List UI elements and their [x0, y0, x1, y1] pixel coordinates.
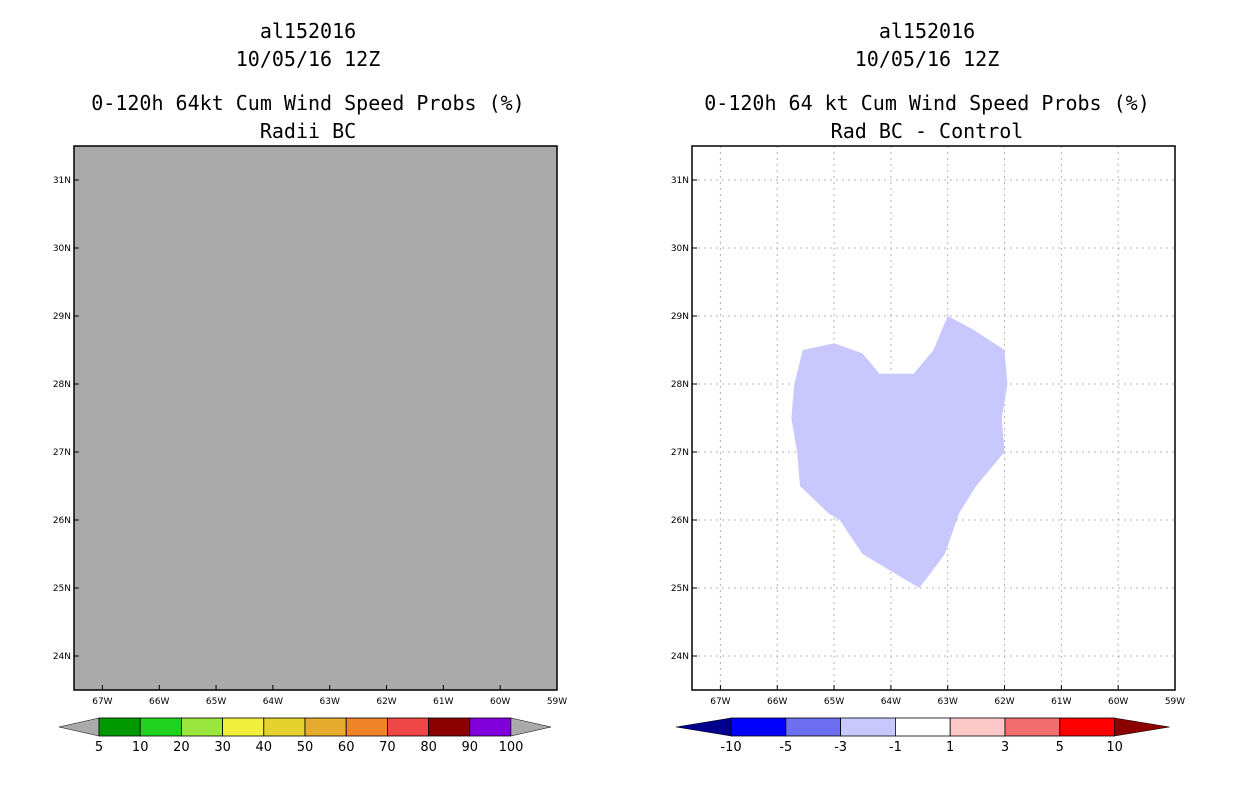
- right-xtick-label-0: 67W: [710, 697, 730, 707]
- left-cb-label-9: 90: [462, 740, 479, 755]
- left-ytick-label-0: 24N: [53, 652, 71, 662]
- left-cb-box-1: [139, 717, 182, 737]
- left-cb-label-6: 60: [338, 740, 355, 755]
- left-ytick-label-7: 31N: [53, 176, 71, 186]
- right-xtick-label-3: 64W: [881, 697, 901, 707]
- right-ytick-label-7: 31N: [671, 176, 689, 186]
- left-cb-label-3: 30: [214, 740, 231, 755]
- left-ytick-label-3: 27N: [53, 448, 71, 458]
- left-ytick-label-6: 30N: [53, 244, 71, 254]
- right-cb-over: [1114, 717, 1170, 737]
- left-xtick-label-6: 61W: [433, 697, 453, 707]
- left-cb-box-0: [98, 717, 141, 737]
- left-cb-box-4: [263, 717, 306, 737]
- left-ytick-label-2: 26N: [53, 516, 71, 526]
- right-y-axis: 24N 25N 26N 27N 28N 29N 30N 31N: [671, 176, 697, 662]
- right-ytick-label-4: 28N: [671, 380, 689, 390]
- right-cb-label-3: -1: [889, 740, 902, 755]
- right-colorbar: -10 -5 -3 -1 1 3 5 10: [675, 717, 1170, 755]
- right-ytick-label-1: 25N: [671, 584, 689, 594]
- right-xtick-label-5: 62W: [994, 697, 1014, 707]
- left-xtick-label-3: 64W: [263, 697, 283, 707]
- left-cb-label-7: 70: [379, 740, 396, 755]
- right-ytick-label-3: 27N: [671, 448, 689, 458]
- left-date: 10/05/16 12Z: [236, 47, 381, 71]
- right-cb-box-1: [785, 717, 841, 737]
- left-title: 0-120h 64kt Cum Wind Speed Probs (%): [91, 91, 524, 115]
- right-cb-under: [675, 717, 732, 737]
- left-cb-over: [510, 717, 552, 737]
- right-cb-box-0: [730, 717, 787, 737]
- right-cb-box-2: [840, 717, 896, 737]
- right-xtick-label-2: 65W: [824, 697, 844, 707]
- left-cb-box-3: [222, 717, 265, 737]
- right-cb-label-5: 3: [1001, 740, 1009, 755]
- left-xtick-label-5: 62W: [376, 697, 396, 707]
- left-cb-label-4: 40: [256, 740, 273, 755]
- left-ytick-label-4: 28N: [53, 380, 71, 390]
- left-cb-label-5: 50: [297, 740, 314, 755]
- right-x-axis: 67W 66W 65W 64W 63W 62W 61W 60W 59W: [710, 685, 1185, 707]
- right-xtick-label-6: 61W: [1051, 697, 1071, 707]
- left-cb-box-7: [386, 717, 429, 737]
- right-cb-label-6: 5: [1056, 740, 1064, 755]
- left-cb-label-2: 20: [173, 740, 190, 755]
- right-title: 0-120h 64 kt Cum Wind Speed Probs (%): [704, 91, 1150, 115]
- left-colorbar: 5 10 20 30 40 50 60 70 80 90 100: [58, 717, 552, 755]
- right-cb-label-2: -3: [834, 740, 847, 755]
- left-xtick-label-7: 60W: [490, 697, 510, 707]
- right-cb-box-3: [895, 717, 951, 737]
- left-subtitle: Radii BC: [260, 119, 356, 143]
- left-cb-label-10: 100: [499, 740, 524, 755]
- right-subtitle: Rad BC - Control: [831, 119, 1024, 143]
- left-ytick-label-5: 29N: [53, 312, 71, 322]
- right-xtick-label-1: 66W: [767, 697, 787, 707]
- left-cb-label-8: 80: [420, 740, 437, 755]
- right-cb-box-4: [949, 717, 1006, 737]
- right-cb-label-1: -5: [779, 740, 792, 755]
- left-x-axis: 67W 66W 65W 64W 63W 62W 61W 60W 59W: [92, 685, 567, 707]
- left-xtick-label-0: 67W: [92, 697, 112, 707]
- right-cb-label-7: 10: [1106, 740, 1123, 755]
- right-cb-label-0: -10: [720, 740, 741, 755]
- left-ytick-label-1: 25N: [53, 584, 71, 594]
- left-cb-box-8: [428, 717, 471, 737]
- right-cb-box-6: [1059, 717, 1116, 737]
- right-xtick-label-8: 59W: [1165, 697, 1185, 707]
- right-ytick-label-0: 24N: [671, 652, 689, 662]
- right-xtick-label-7: 60W: [1108, 697, 1128, 707]
- left-cb-label-0: 5: [95, 740, 103, 755]
- left-plot-frame: [73, 145, 558, 691]
- right-ytick-label-6: 30N: [671, 244, 689, 254]
- right-ytick-label-2: 26N: [671, 516, 689, 526]
- right-cb-label-4: 1: [946, 740, 954, 755]
- right-storm-id: al152016: [879, 19, 975, 43]
- right-date: 10/05/16 12Z: [855, 47, 1000, 71]
- right-plot-frame: [691, 145, 1176, 691]
- right-cb-box-5: [1004, 717, 1061, 737]
- left-cb-label-1: 10: [132, 740, 149, 755]
- left-storm-id: al152016: [260, 19, 356, 43]
- left-xtick-label-4: 63W: [320, 697, 340, 707]
- left-xtick-label-1: 66W: [149, 697, 169, 707]
- left-xtick-label-2: 65W: [206, 697, 226, 707]
- left-cb-box-2: [180, 717, 223, 737]
- right-ytick-label-5: 29N: [671, 312, 689, 322]
- left-cb-box-5: [304, 717, 347, 737]
- left-cb-box-6: [345, 717, 388, 737]
- left-cb-box-9: [469, 717, 512, 737]
- right-difference-region: [791, 316, 1008, 588]
- left-panel: al152016 10/05/16 12Z 0-120h 64kt Cum Wi…: [53, 19, 567, 755]
- right-xtick-label-4: 63W: [938, 697, 958, 707]
- left-xtick-label-8: 59W: [547, 697, 567, 707]
- left-y-axis: 24N 25N 26N 27N 28N 29N 30N 31N: [53, 176, 79, 662]
- right-panel: al152016 10/05/16 12Z 0-120h 64 kt Cum W…: [671, 19, 1185, 755]
- left-cb-under: [58, 717, 100, 737]
- left-probability-field: [74, 146, 557, 690]
